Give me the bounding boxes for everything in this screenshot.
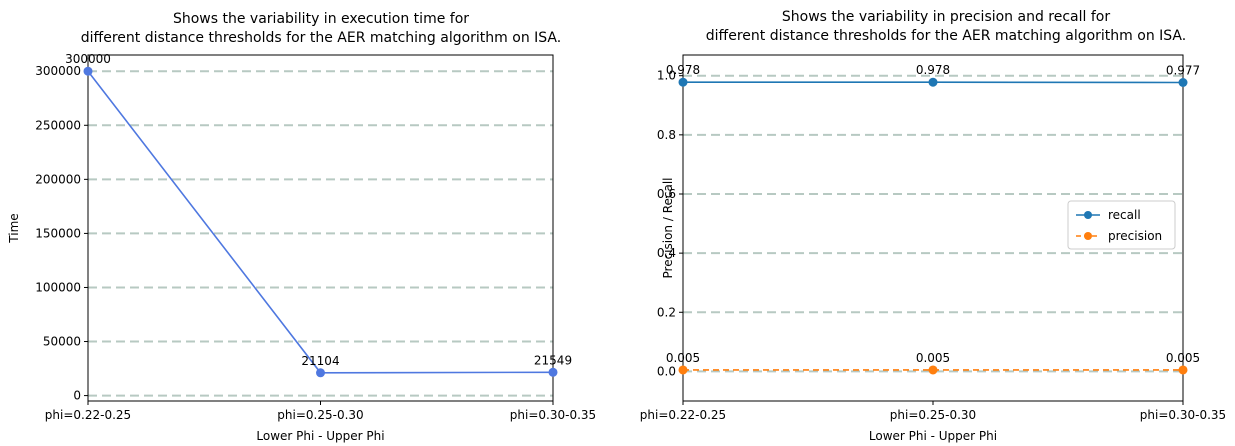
y-tick-label: 300000 (35, 64, 81, 78)
chart-title-line: Shows the variability in precision and r… (782, 9, 1110, 25)
chart-title-line: Shows the variability in execution time … (173, 11, 469, 27)
x-axis-label: Lower Phi - Upper Phi (869, 429, 997, 443)
legend-box (1067, 200, 1176, 250)
x-tick-label: phi=0.30-0.35 (510, 408, 596, 422)
y-tick-label: 50000 (43, 335, 81, 349)
y-tick-label: 250000 (35, 118, 81, 132)
data-label: 0.005 (916, 351, 950, 365)
data-label: 0.978 (666, 63, 700, 77)
legend-label-precision: precision (1108, 229, 1162, 243)
y-tick-label: 0.6 (657, 187, 676, 201)
data-point (678, 77, 688, 87)
y-tick-label: 1.0 (657, 69, 676, 83)
precision-recall-chart: Shows the variability in precision and r… (640, 9, 1226, 443)
series-line (87, 70, 554, 374)
data-point (83, 66, 93, 76)
y-tick-label: 0.4 (657, 246, 676, 260)
y-axis-label: Time (7, 213, 21, 243)
y-tick-label: 0.8 (657, 128, 676, 142)
data-point (678, 365, 688, 375)
x-tick-label: phi=0.22-0.25 (45, 408, 131, 422)
axes-frame (682, 54, 1184, 402)
data-point (1178, 365, 1188, 375)
data-point (548, 367, 558, 377)
data-label: 21104 (301, 354, 339, 368)
x-tick-label: phi=0.25-0.30 (277, 408, 363, 422)
x-axis-label: Lower Phi - Upper Phi (256, 429, 384, 443)
data-point (316, 368, 325, 378)
data-label: 300000 (65, 52, 111, 66)
x-tick-label: phi=0.30-0.35 (1140, 408, 1226, 422)
y-tick-label: 0.0 (657, 364, 676, 378)
data-point (928, 77, 938, 87)
data-label: 0.978 (916, 63, 950, 77)
x-tick-label: phi=0.25-0.30 (890, 408, 976, 422)
axes-frame (87, 54, 554, 402)
legend-label-recall: recall (1108, 208, 1141, 222)
data-point (928, 365, 938, 375)
data-label: 0.005 (666, 351, 700, 365)
y-tick-label: 200000 (35, 172, 81, 186)
y-tick-label: 0.2 (657, 305, 676, 319)
y-tick-label: 0 (73, 389, 81, 403)
y-tick-label: 150000 (35, 226, 81, 240)
legend-marker-recall (1084, 211, 1092, 219)
data-label: 21549 (534, 353, 572, 367)
y-axis-label: Precision / Recall (661, 177, 675, 278)
execution-time-chart: Shows the variability in execution time … (7, 11, 596, 443)
x-tick-label: phi=0.22-0.25 (640, 408, 726, 422)
data-label: 0.005 (1166, 351, 1200, 365)
y-tick-label: 100000 (35, 280, 81, 294)
legend-marker-precision (1084, 232, 1092, 240)
data-point (1178, 78, 1188, 88)
chart-title-line: different distance thresholds for the AE… (81, 30, 561, 46)
chart-title-line: different distance thresholds for the AE… (706, 28, 1186, 44)
data-label: 0.977 (1166, 64, 1200, 78)
